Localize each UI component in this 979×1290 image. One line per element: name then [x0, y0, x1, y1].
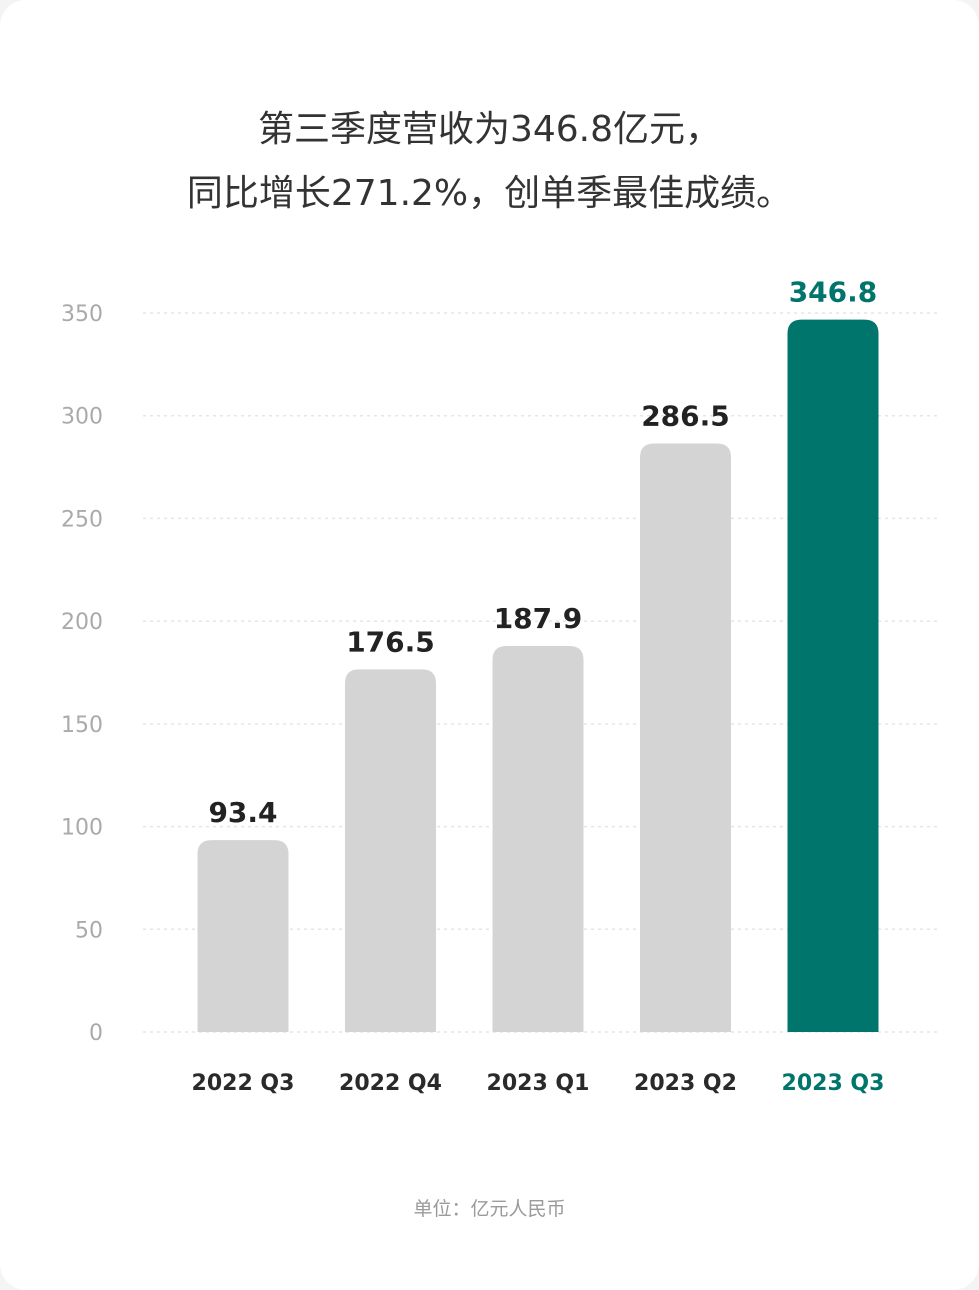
- x-tick-label: 2023 Q2: [634, 1071, 737, 1096]
- bar-2023-q2: [640, 443, 731, 1032]
- y-tick-label: 350: [61, 302, 103, 327]
- value-label: 93.4: [208, 796, 277, 829]
- value-label: 346.8: [789, 276, 878, 309]
- y-tick-label: 0: [89, 1021, 103, 1046]
- x-tick-label: 2023 Q1: [487, 1071, 590, 1096]
- y-tick-label: 100: [61, 816, 103, 841]
- value-label: 176.5: [346, 625, 435, 658]
- chart-subtitle: 同比增长271.2%，创单季最佳成绩。: [186, 173, 793, 214]
- x-tick-label: 2023 Q3: [782, 1071, 885, 1096]
- y-tick-label: 150: [61, 713, 103, 738]
- y-tick-label: 50: [75, 918, 103, 943]
- unit-note: 单位：亿元人民币: [413, 1198, 566, 1220]
- chart-title: 第三季度营收为346.8亿元，: [257, 109, 722, 150]
- value-label: 286.5: [641, 399, 730, 432]
- bar-2023-q3: [787, 319, 879, 1032]
- bar-2023-q1: [492, 645, 584, 1032]
- x-tick-label: 2022 Q4: [339, 1071, 442, 1096]
- y-tick-label: 250: [61, 507, 103, 532]
- x-tick-label: 2022 Q3: [192, 1071, 295, 1096]
- bar-2022-q3: [197, 840, 289, 1032]
- bar-2022-q4: [345, 669, 436, 1032]
- y-tick-label: 200: [61, 610, 103, 635]
- y-tick-label: 300: [61, 405, 103, 430]
- value-label: 187.9: [494, 602, 583, 635]
